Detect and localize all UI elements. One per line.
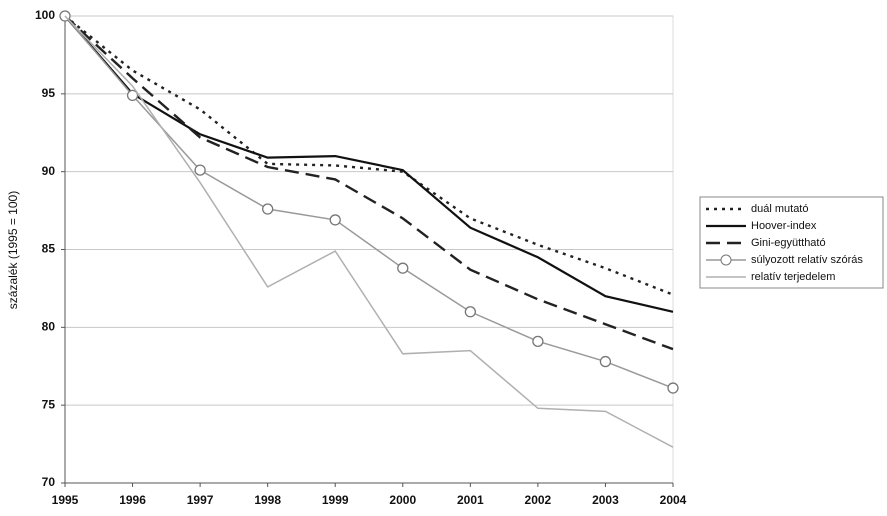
x-tick-label: 1995 bbox=[52, 493, 79, 507]
x-tick-label: 2000 bbox=[389, 493, 416, 507]
legend-label: súlyozott relatív szórás bbox=[751, 254, 863, 266]
series-line bbox=[64, 15, 674, 448]
legend-label: duál mutató bbox=[751, 203, 808, 215]
y-tick-label: 70 bbox=[42, 475, 56, 489]
y-tick-label: 80 bbox=[42, 320, 56, 334]
legend-label: Gini-együttható bbox=[751, 237, 826, 249]
x-tick-label: 2002 bbox=[525, 493, 552, 507]
series-line bbox=[64, 15, 674, 389]
y-tick-label: 90 bbox=[42, 164, 56, 178]
legend-box bbox=[699, 196, 884, 289]
point-marker bbox=[599, 355, 612, 368]
point-marker bbox=[126, 89, 139, 102]
point-marker bbox=[397, 262, 409, 274]
x-tick-label: 1996 bbox=[119, 493, 146, 507]
x-tick-label: 2003 bbox=[592, 493, 619, 507]
x-tick-label: 1997 bbox=[187, 493, 214, 507]
point-marker bbox=[262, 203, 274, 215]
series-line bbox=[64, 15, 674, 296]
x-tick-label: 2001 bbox=[457, 493, 484, 507]
series-line bbox=[64, 15, 674, 313]
x-tick-label: 2004 bbox=[660, 493, 687, 507]
point-marker bbox=[464, 306, 476, 318]
legend-label: Hoover-index bbox=[751, 220, 817, 232]
legend-marker bbox=[720, 254, 732, 266]
series-line bbox=[64, 15, 674, 351]
y-tick-label: 95 bbox=[42, 86, 56, 100]
point-marker bbox=[667, 382, 679, 394]
point-marker bbox=[194, 164, 206, 176]
x-tick-label: 1999 bbox=[322, 493, 349, 507]
y-tick-label: 75 bbox=[42, 397, 56, 411]
point-marker bbox=[532, 335, 544, 347]
y-tick-label: 100 bbox=[35, 8, 55, 22]
y-axis-title: százalék (1995 = 100) bbox=[6, 191, 20, 309]
x-tick-label: 1998 bbox=[254, 493, 281, 507]
point-marker bbox=[329, 214, 341, 226]
y-tick-label: 85 bbox=[42, 242, 56, 256]
legend-label: relatív terjedelem bbox=[751, 271, 835, 283]
